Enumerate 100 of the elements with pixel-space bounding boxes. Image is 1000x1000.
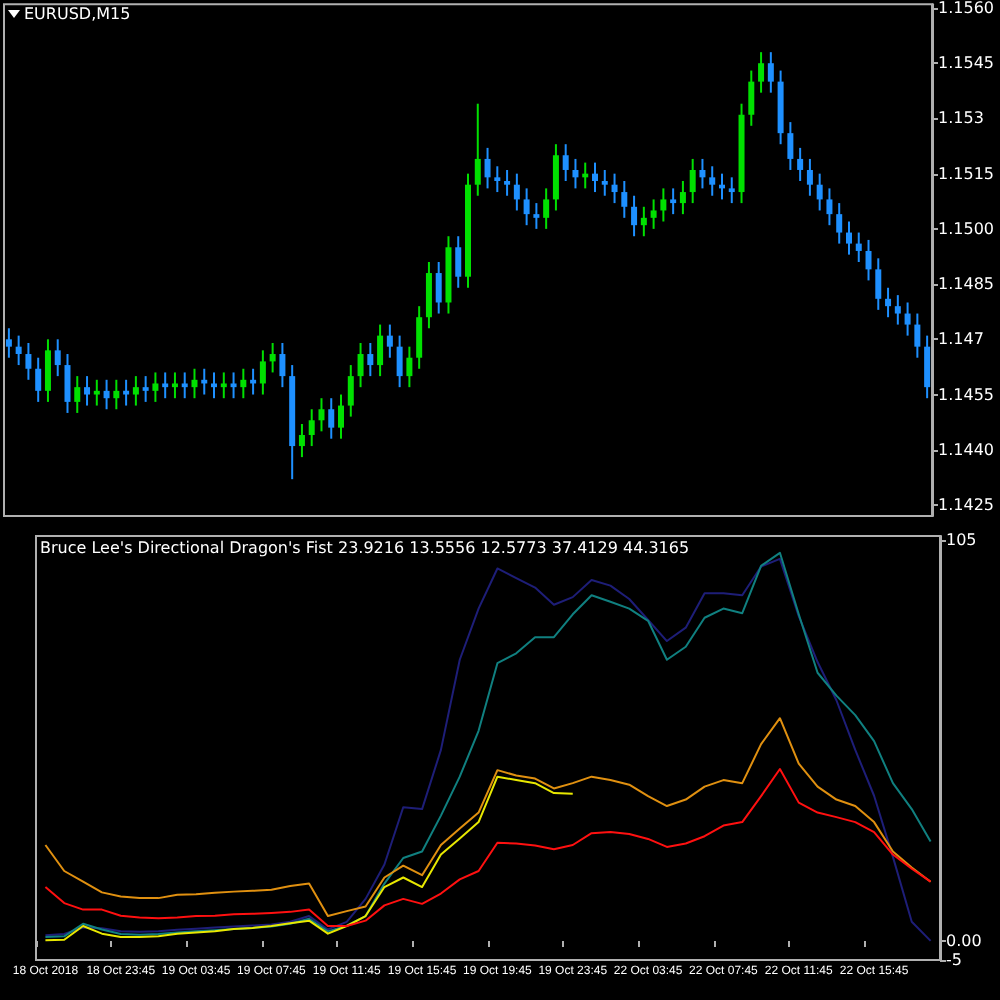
candlestick: [924, 334, 931, 400]
candlestick: [699, 157, 706, 190]
candlestick: [230, 371, 237, 400]
candlestick: [709, 165, 716, 197]
candlestick: [142, 375, 149, 403]
candlestick: [836, 202, 843, 245]
candlestick: [279, 341, 286, 389]
candlestick: [875, 257, 882, 311]
candlestick: [748, 69, 755, 127]
candlestick: [679, 180, 686, 216]
candlestick: [152, 371, 159, 403]
y-tick-label: 1.1455: [938, 385, 995, 404]
candlestick: [728, 176, 735, 205]
candlestick: [15, 334, 22, 367]
candlestick: [865, 238, 872, 282]
candlestick: [35, 356, 42, 403]
candlestick: [220, 371, 227, 400]
candlestick: [240, 367, 247, 400]
candlestick: [914, 312, 921, 359]
candlestick: [367, 341, 374, 378]
candlestick: [64, 353, 71, 414]
candlestick: [123, 378, 130, 407]
candlestick: [670, 187, 677, 216]
candlestick: [416, 305, 423, 370]
candlestick: [826, 187, 833, 227]
candlestick: [377, 323, 384, 378]
line-series: [44, 717, 932, 918]
candlestick: [74, 375, 81, 414]
candlestick: [84, 375, 91, 407]
candlestick: [113, 378, 120, 411]
candlestick: [269, 341, 276, 374]
candlestick: [894, 294, 901, 326]
candlestick: [797, 146, 804, 183]
candlestick: [181, 371, 188, 400]
candlestick: [601, 168, 608, 197]
y-tick-label: 1.147: [938, 330, 984, 349]
candlestick: [660, 187, 667, 223]
candlestick: [338, 393, 345, 440]
candlestick: [855, 231, 862, 263]
candlestick: [425, 261, 432, 330]
candlestick: [455, 235, 462, 289]
y-tick-label: 1.1500: [938, 219, 995, 238]
candlestick: [44, 338, 51, 403]
candlestick: [787, 121, 794, 171]
candlestick: [54, 338, 61, 378]
candlestick: [904, 301, 911, 337]
candlestick: [357, 341, 364, 389]
y-tick-label: -5: [946, 951, 962, 969]
chart-title: EURUSD,M15: [24, 5, 131, 23]
candlestick: [308, 408, 315, 448]
candlestick: [171, 371, 178, 400]
candlestick: [806, 157, 813, 197]
candlestick: [25, 341, 32, 381]
y-tick-label: 1.1440: [938, 440, 995, 459]
candlestick: [611, 172, 618, 205]
candlestick: [767, 51, 774, 94]
candlestick: [191, 367, 198, 400]
y-tick-label: 1.1515: [938, 164, 995, 183]
candlestick: [328, 397, 335, 440]
y-tick-label: 1.1545: [938, 54, 995, 73]
candlestick: [211, 371, 218, 400]
y-tick-label: 1.1485: [938, 275, 995, 294]
candlestick: [523, 187, 530, 227]
candlestick: [592, 161, 598, 194]
candlestick: [504, 168, 511, 197]
candlestick: [347, 364, 354, 418]
line-series: [44, 775, 574, 942]
candlestick: [103, 378, 110, 411]
candlestick: [93, 378, 100, 407]
candlestick: [494, 165, 501, 194]
candlestick: [484, 146, 491, 190]
candlestick: [650, 198, 657, 230]
candlestick: [572, 157, 579, 190]
candlestick: [552, 143, 559, 212]
chart-title: Bruce Lee's Directional Dragon's Fist 23.9216 13.5556 12.5773 37.4129 44.3165: [40, 539, 690, 557]
candlestick: [132, 375, 139, 407]
candlestick: [513, 172, 520, 212]
y-tick-label: 105: [946, 530, 977, 549]
candlestick: [259, 349, 266, 396]
candlestick: [621, 180, 628, 219]
candlestick: [474, 102, 481, 197]
candlestick: [845, 220, 852, 256]
candlestick: [396, 334, 403, 389]
candlestick: [885, 286, 892, 319]
candlestick: [5, 327, 12, 359]
candlestick: [533, 202, 540, 230]
candlestick: [758, 51, 765, 94]
candlestick: [162, 371, 169, 400]
y-tick-label: 0.00: [946, 931, 982, 950]
y-tick-label: 1.1425: [938, 495, 995, 514]
candlestick: [640, 205, 647, 238]
y-tick-label: 1.153: [938, 109, 984, 128]
candlestick: [689, 157, 696, 205]
y-tick-label: 1.1560: [938, 0, 995, 17]
candlestick: [298, 422, 305, 459]
candlestick: [631, 194, 638, 238]
candlestick: [435, 261, 442, 315]
candlestick: [386, 323, 393, 359]
candlestick: [543, 187, 550, 230]
candlestick: [816, 172, 823, 212]
